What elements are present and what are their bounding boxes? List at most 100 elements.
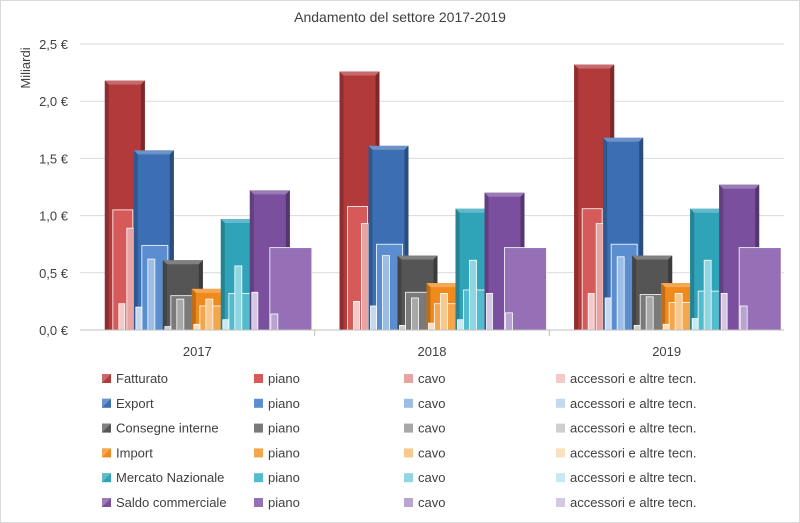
sub-bar <box>411 297 419 331</box>
legend-swatch-bevel <box>102 498 111 507</box>
sub-bar <box>118 303 126 331</box>
sub-bar <box>587 292 595 331</box>
y-tick-label: 1,5 € <box>39 151 69 166</box>
chart-title: Andamento del settore 2017-2019 <box>294 9 506 25</box>
legend-label: accessori e altre tecn. <box>570 445 696 460</box>
legend-swatch <box>404 423 413 433</box>
sub-bar <box>604 297 612 331</box>
legend-label: Saldo commerciale <box>116 495 227 510</box>
sub-bar <box>353 300 360 331</box>
sub-bar <box>370 305 377 331</box>
sub-bar <box>739 305 748 331</box>
y-tick-label: 0,5 € <box>39 266 69 281</box>
legend-swatch <box>556 398 565 408</box>
legend-swatch <box>254 423 263 433</box>
sub-bar <box>135 306 143 331</box>
legend-label: piano <box>268 396 300 411</box>
sub-bar <box>270 313 279 331</box>
sub-bar <box>251 291 259 331</box>
total-bar-bevel-left <box>603 137 608 330</box>
y-tick-label: 1,0 € <box>39 209 69 224</box>
legend-swatch-bevel <box>102 473 111 483</box>
total-bar-bevel-left <box>191 288 196 330</box>
total-bar-bevel-top <box>162 260 203 265</box>
legend-label: cavo <box>418 421 445 436</box>
total-bar-bevel-top <box>632 255 673 260</box>
legend-label: cavo <box>418 445 445 460</box>
legend-swatch <box>404 374 413 383</box>
total-bar-bevel-left <box>339 71 344 331</box>
legend-label: Export <box>116 396 154 411</box>
sub-bar <box>234 265 243 331</box>
legend-swatch <box>254 398 263 408</box>
total-bar-bevel-left <box>690 208 695 330</box>
total-bar-bevel-top <box>574 64 615 69</box>
sub-bar <box>674 292 683 331</box>
sub-bar <box>633 325 641 331</box>
total-bar-bevel-left <box>455 208 460 330</box>
legend-label: accessori e altre tecn. <box>570 371 696 386</box>
sub-bar <box>703 259 712 331</box>
legend-swatch-bevel <box>102 448 111 458</box>
sub-bar <box>361 223 369 331</box>
x-tick-label: 2017 <box>183 344 212 359</box>
total-bar-bevel-top <box>603 137 644 142</box>
legend-label: piano <box>268 371 300 386</box>
sub-bar <box>147 258 156 331</box>
total-bar-bevel-top <box>368 145 409 150</box>
total-bar-bevel-left <box>220 219 225 330</box>
legend-label: piano <box>268 421 300 436</box>
legend-swatch <box>404 498 413 507</box>
sub-bar <box>595 223 604 331</box>
legend-label: piano <box>268 470 300 485</box>
legend-swatch <box>254 473 263 483</box>
total-bar-bevel-top <box>397 255 438 260</box>
sub-bar <box>193 323 201 331</box>
legend-label: accessori e altre tecn. <box>570 396 696 411</box>
sub-bar <box>222 319 230 331</box>
legend-label: cavo <box>418 495 445 510</box>
total-bar-bevel-left <box>661 283 666 330</box>
sub-bar <box>428 322 435 331</box>
legend-label: Import <box>116 445 153 460</box>
legend-swatch <box>556 423 565 433</box>
sub-bar <box>645 296 654 331</box>
legend-swatch <box>404 448 413 458</box>
total-bar-bevel-top <box>104 80 145 85</box>
legend-swatch <box>556 498 565 507</box>
sub-bar <box>382 255 390 331</box>
y-tick-label: 0,0 € <box>39 323 69 338</box>
total-bar-bevel-left <box>632 255 637 330</box>
x-tick-label: 2019 <box>652 344 681 359</box>
total-bar-bevel-left <box>426 283 431 330</box>
sub-bar <box>720 292 728 331</box>
total-bar-bevel-top <box>249 190 290 195</box>
total-bar-bevel-top <box>719 184 760 189</box>
y-axis-label: Miliardi <box>18 47 33 88</box>
total-bar-bevel-left <box>162 260 167 330</box>
sub-bar <box>164 326 172 331</box>
sub-bar <box>504 247 547 331</box>
legend-label: Consegne interne <box>116 421 219 436</box>
legend-swatch <box>404 398 413 408</box>
sub-bar <box>399 325 406 331</box>
total-bar-bevel-left <box>397 255 402 330</box>
legend-swatch <box>556 374 565 383</box>
sub-bar <box>205 298 214 331</box>
total-bar-bevel-left <box>133 150 138 330</box>
total-bar-bevel-left <box>104 80 109 330</box>
legend-label: accessori e altre tecn. <box>570 495 696 510</box>
legend-label: piano <box>268 495 300 510</box>
legend-swatch <box>404 473 413 483</box>
legend-swatch <box>254 448 263 458</box>
legend-label: cavo <box>418 371 445 386</box>
sub-bar <box>469 259 477 331</box>
total-bar-bevel-left <box>574 64 579 330</box>
sub-bar <box>176 298 185 331</box>
total-bar-bevel-top <box>484 192 525 197</box>
sub-bar <box>440 292 448 331</box>
sub-bar <box>505 312 513 331</box>
legend-swatch-bevel <box>102 398 111 408</box>
total-bar-bevel-left <box>368 145 373 330</box>
